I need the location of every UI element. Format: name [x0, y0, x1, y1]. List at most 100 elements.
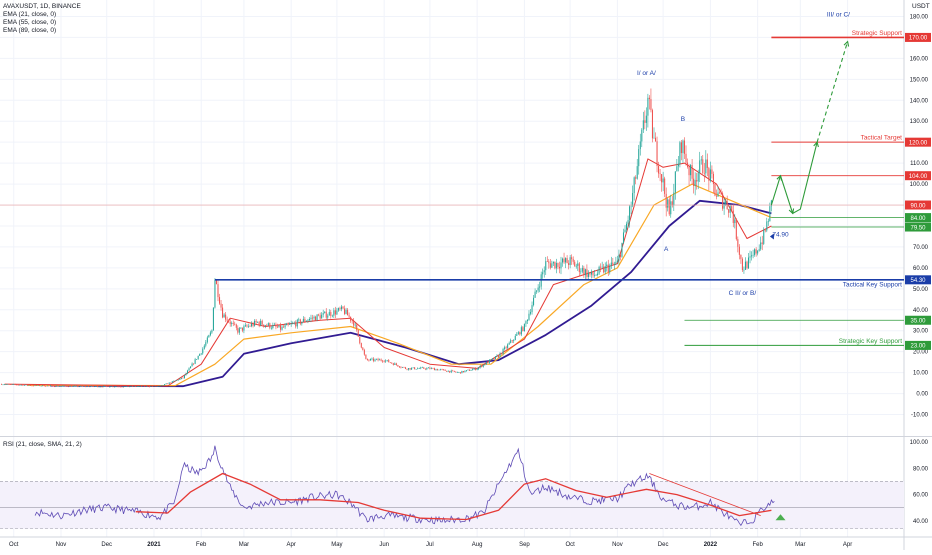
candle-body [732, 210, 734, 224]
candle-body [731, 206, 733, 211]
candle-body [161, 385, 163, 386]
candle-body [601, 266, 603, 268]
candle-body [37, 385, 39, 386]
current-price-tag[interactable]: 90.00 [910, 203, 926, 209]
candle-body [595, 275, 597, 276]
candle-body [185, 373, 187, 376]
symbol-title[interactable]: AVAXUSDT, 1D, BINANCE [3, 3, 81, 10]
candles [0, 88, 772, 388]
rsi-tick-label: 100.00 [910, 440, 929, 446]
candle-body [276, 326, 278, 328]
candle-body [459, 372, 461, 374]
level-text: Strategic Key Support [839, 338, 902, 345]
price-tag-54.30[interactable]: 54.30 [910, 278, 926, 284]
candle-body [176, 379, 178, 381]
candle-body [247, 325, 250, 327]
candle-body [502, 349, 504, 354]
price-tag-170.00[interactable]: 170.00 [909, 36, 928, 42]
candle-body [664, 178, 666, 194]
candle-body [5, 384, 7, 385]
candle-body [622, 232, 625, 243]
candle-body [648, 97, 650, 100]
candle-body [677, 163, 679, 167]
wave-label: 74.90 [772, 231, 789, 238]
candle-body [429, 367, 431, 369]
candle-body [200, 353, 202, 354]
candle-body [767, 221, 769, 222]
candle-body [505, 347, 507, 348]
candle-body [133, 386, 135, 387]
rsi-tick-label: 60.00 [913, 493, 929, 499]
candle-body [223, 314, 225, 318]
candle-body [613, 263, 615, 265]
candle-body [357, 329, 359, 337]
candle-body [722, 193, 724, 209]
price-tag-84.00[interactable]: 84.00 [910, 216, 926, 222]
candle-body [231, 322, 233, 324]
candle-body [712, 173, 714, 184]
candle-body [380, 359, 382, 361]
price-tag-120.00[interactable]: 120.00 [909, 140, 928, 146]
price-tag-23.00[interactable]: 23.00 [910, 344, 926, 350]
candle-body [218, 297, 221, 304]
candle-body [84, 386, 86, 387]
candle-body [507, 344, 509, 348]
candle-body [436, 369, 439, 371]
candle-body [522, 327, 524, 331]
candle-body [600, 266, 602, 268]
time-tick-label: Apr [286, 542, 295, 548]
price-tick-label: -10.00 [911, 413, 929, 419]
candle-body [4, 384, 6, 386]
candle-body [546, 261, 548, 262]
candle-body [696, 180, 698, 182]
candle-body [662, 178, 664, 183]
candle-body [115, 386, 117, 388]
ema55-legend[interactable]: EMA (55, close, 0) [3, 19, 57, 26]
candle-body [737, 239, 739, 247]
candle-body [558, 266, 561, 269]
time-tick-label: Jul [426, 542, 434, 548]
candle-body [145, 386, 147, 387]
candle-body [479, 365, 481, 368]
candle-body [255, 320, 257, 323]
candle-body [337, 308, 339, 311]
candle-body [659, 173, 661, 175]
candle-body [719, 192, 721, 194]
candle-body [112, 386, 114, 387]
price-tag-79.50[interactable]: 79.50 [910, 225, 926, 231]
candle-body [275, 324, 277, 327]
ema21-line [4, 158, 772, 387]
candle-body [254, 320, 256, 326]
candle-body [751, 255, 753, 257]
candle-body [551, 263, 553, 268]
candle-body [517, 332, 519, 335]
candle-body [292, 323, 294, 324]
candle-body [2, 384, 4, 386]
candle-body [302, 318, 304, 322]
candle-body [566, 258, 568, 264]
candle-body [691, 165, 693, 179]
price-tag-bg [905, 340, 931, 350]
candle-body [607, 264, 609, 273]
candle-body [244, 325, 246, 327]
price-tag-104.00[interactable]: 104.00 [909, 174, 928, 180]
candle-body [455, 371, 457, 373]
candle-body [348, 315, 350, 317]
candle-body [470, 370, 472, 371]
candle-body [203, 345, 205, 349]
candle-body [139, 385, 141, 387]
ema89-legend[interactable]: EMA (89, close, 0) [3, 27, 57, 34]
price-tag-35.00[interactable]: 35.00 [910, 319, 926, 325]
time-tick-label: Dec [658, 542, 669, 548]
candle-body [638, 149, 640, 167]
rsi-ma-line [135, 472, 772, 521]
rsi-title[interactable]: RSI (21, close, SMA, 21, 2) [3, 441, 82, 448]
wave-label: I/ or A/ [637, 70, 656, 77]
candle-body [151, 386, 153, 387]
candle-body [0, 384, 3, 385]
current-price-tag-bg [905, 200, 931, 210]
ema21-legend[interactable]: EMA (21, close, 0) [3, 11, 57, 18]
